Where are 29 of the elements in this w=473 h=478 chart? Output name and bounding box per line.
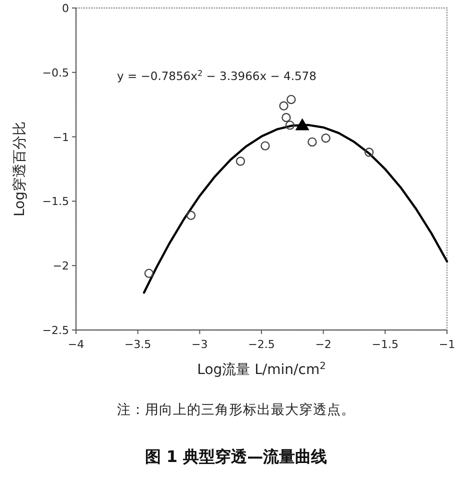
y-tick-label: −0.5 <box>42 66 69 80</box>
point <box>279 101 288 110</box>
text: 注：用向上的三角形标出最大穿透点。 <box>117 402 355 418</box>
point <box>364 148 374 157</box>
y-axis-title: Log穿透百分比 <box>12 121 28 217</box>
x-tick-label: −4 <box>68 338 84 351</box>
annotation: y = −0.7856x$^{2}$ − 3.3966x − 4.578 <box>117 68 316 83</box>
point <box>144 268 154 278</box>
x-tick-label: −3.5 <box>124 338 152 351</box>
point <box>186 210 196 220</box>
x-axis-title: Log流量 L/min/cm$^{2}$ <box>197 360 326 378</box>
x-tick-label: −3 <box>192 338 208 351</box>
point <box>308 137 317 147</box>
y-tick-label: −1.5 <box>42 195 69 208</box>
y-tick-label: 0 <box>62 2 69 15</box>
point <box>282 112 291 122</box>
point <box>285 120 295 130</box>
x-tick-label: −1.5 <box>372 338 399 351</box>
point <box>286 94 296 104</box>
x-tick-label: −1 <box>438 338 456 351</box>
point <box>260 141 270 150</box>
text: 图 1 典型穿透—流量曲线 <box>144 447 328 466</box>
y-tick-label: −1 <box>52 130 69 144</box>
y-tick-label: −2.5 <box>42 324 69 337</box>
x-tick-label: −2.5 <box>248 338 275 351</box>
y-tick-label: −2 <box>52 260 69 273</box>
point <box>321 133 330 143</box>
point <box>236 156 246 166</box>
x-tick-label: −2 <box>315 338 332 351</box>
